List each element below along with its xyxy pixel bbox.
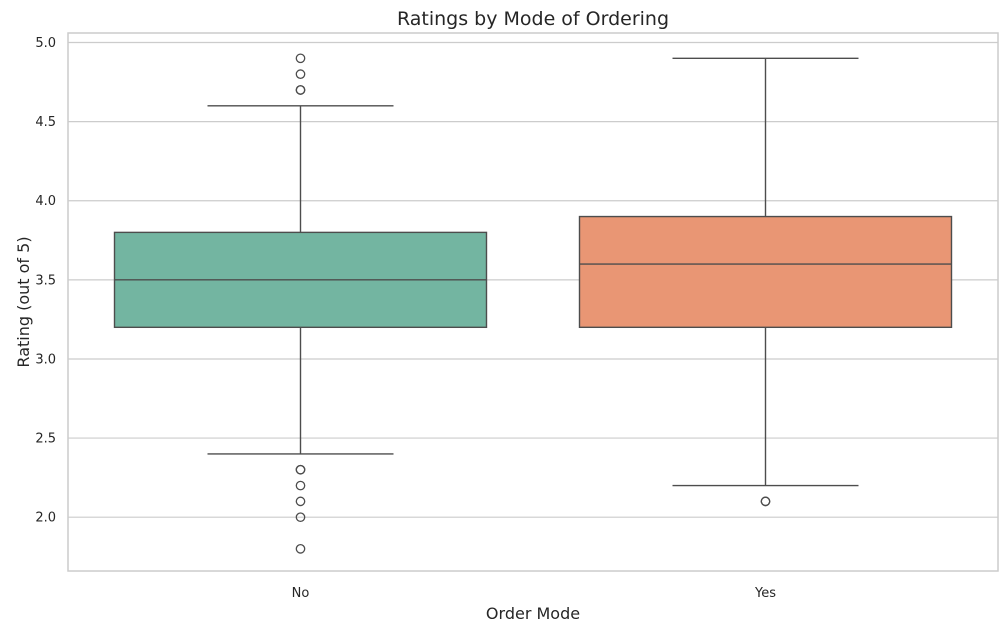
x-tick-label: No [292,586,310,601]
outlier-point [295,496,306,507]
y-tick-label: 3.5 [35,273,56,288]
y-tick-label: 5.0 [35,36,56,51]
y-tick-label: 4.5 [35,115,56,130]
y-tick-label: 3.0 [35,352,56,367]
x-tick-label: Yes [754,586,776,601]
outlier-point [295,69,306,79]
plot-frame [67,32,999,572]
outlier-point [295,543,306,554]
outlier-point [295,53,306,64]
box-group-yes [578,57,953,507]
y-axis-ticks: 2.0 2.5 3.0 3.5 4.0 4.5 5.0 [35,36,56,526]
box-group-no [113,53,488,554]
outlier-point [295,512,306,523]
x-axis-label: Order Mode [486,604,580,623]
outlier-point [295,464,306,475]
outlier-point [295,480,306,491]
y-tick-label: 2.5 [35,432,56,447]
chart-title: Ratings by Mode of Ordering [397,8,669,30]
outlier-point [760,496,771,507]
boxes [113,53,953,554]
x-axis-ticks: No Yes [292,586,777,601]
y-tick-label: 2.0 [35,511,56,526]
box-iqr [578,215,953,329]
y-axis-label: Rating (out of 5) [14,236,33,367]
outlier-point [295,85,306,95]
y-tick-label: 4.0 [35,194,56,209]
